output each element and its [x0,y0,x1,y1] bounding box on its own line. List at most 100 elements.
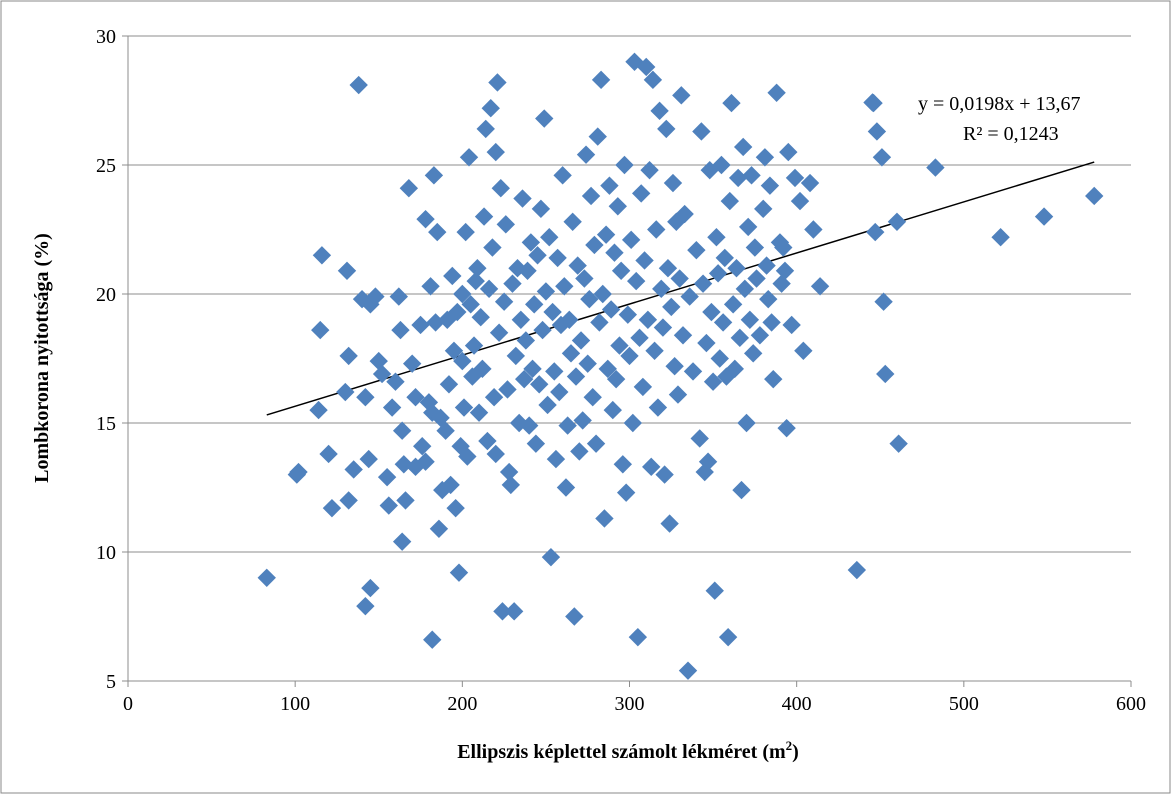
data-point [540,228,559,247]
data-point [541,547,561,567]
data-point [424,166,444,185]
data-point [309,400,328,420]
data-point [513,189,532,208]
data-point [735,279,755,299]
trendline-r2: R² = 0,1243 [963,123,1059,145]
data-point [754,199,773,219]
data-point [526,434,546,453]
data-point [1034,207,1054,226]
data-point [678,661,698,680]
data-point [473,359,492,379]
data-point [727,259,746,278]
data-point [498,380,517,399]
x-tick-label: 100 [280,693,310,715]
data-points [257,52,1104,680]
data-point [722,93,741,113]
data-point [876,364,895,384]
axes [122,35,1132,687]
data-point [536,282,556,301]
data-point [680,287,699,306]
data-point [411,315,430,335]
data-point [730,328,750,348]
data-point [543,302,562,322]
data-point [344,460,363,479]
y-tick-label: 20 [96,284,116,306]
data-point [493,602,512,621]
data-point [496,215,515,234]
data-point [382,398,402,417]
data-point [289,462,308,482]
data-point [356,388,375,407]
legend: y = 0,0198x + 13,67 R² = 0,1243 [863,93,1081,145]
data-point [446,498,465,518]
data-point [503,274,522,293]
data-point [386,372,405,391]
data-point [585,235,604,255]
data-point [456,222,475,242]
data-point [611,261,631,280]
data-point [615,155,634,175]
data-point [745,238,765,257]
data-point [718,627,738,647]
data-point [687,240,706,260]
data-point [608,197,627,216]
data-point [926,158,945,177]
data-point [558,416,577,435]
data-point [733,137,753,157]
data-point [530,375,549,394]
data-point [640,160,659,180]
data-point [453,284,472,304]
data-point [690,429,709,448]
data-point [449,563,469,582]
data-point [590,313,609,332]
data-point [693,274,713,293]
data-point [588,127,607,146]
data-point [613,455,633,474]
data-point [520,416,539,435]
data-point [377,467,397,487]
data-point [428,222,447,242]
data-point [600,176,619,195]
x-tick-label: 400 [782,693,812,715]
data-point [516,331,536,350]
legend-marker [863,93,882,112]
data-point [443,266,462,286]
data-point [421,277,440,296]
data-point [550,382,569,402]
data-point [468,259,487,278]
data-point [757,256,776,275]
data-point [511,310,531,329]
data-point [337,261,357,280]
data-point [750,326,770,345]
x-axis-title-sup: 2 [786,738,793,753]
data-point [525,295,544,314]
data-point [710,349,729,368]
data-point [396,491,415,510]
data-point [713,313,733,332]
data-point [479,279,499,299]
data-point [630,328,649,348]
data-point [598,359,617,379]
data-point [737,413,756,433]
data-point [728,168,748,188]
data-point [466,271,485,291]
data-point [648,398,668,417]
data-point [416,209,435,229]
data-point [553,166,572,185]
data-point [874,292,893,311]
data-point [764,369,783,389]
data-point [474,207,494,226]
data-point [506,346,526,366]
data-point [698,452,718,471]
data-point [794,341,813,360]
data-point [476,119,495,139]
data-point [491,179,510,198]
data-point [486,444,505,464]
x-axis-title-suffix: ) [792,741,799,763]
data-point [583,388,602,407]
data-point [481,99,500,118]
data-point [568,256,587,275]
data-point [402,354,422,373]
